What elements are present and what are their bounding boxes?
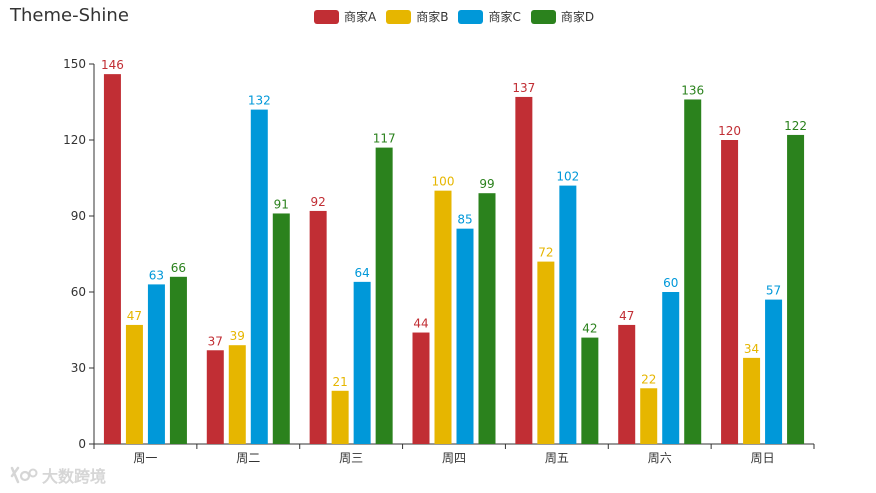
data-label: 42: [582, 322, 597, 336]
bar: [272, 213, 290, 444]
data-label: 34: [744, 342, 759, 356]
x-tick-label: 周一: [133, 451, 157, 465]
data-label: 57: [766, 284, 781, 298]
bar: [375, 147, 393, 444]
bar: [684, 99, 702, 444]
legend-swatch: [314, 9, 339, 24]
legend-label: 商家D: [560, 10, 595, 24]
bar: [147, 284, 165, 444]
x-tick-label: 周五: [545, 451, 569, 465]
bar: [103, 74, 121, 444]
data-label: 63: [149, 268, 164, 282]
data-label: 66: [171, 261, 186, 275]
bar: [478, 193, 496, 444]
kiwi-logo-icon: [10, 466, 38, 484]
bar: [640, 388, 658, 444]
bar: [125, 324, 143, 444]
y-tick-label: 120: [63, 133, 86, 147]
data-label: 72: [538, 246, 553, 260]
y-tick-label: 90: [71, 209, 86, 223]
data-label: 47: [619, 309, 634, 323]
data-label: 64: [355, 266, 370, 280]
bar: [456, 228, 474, 444]
data-label: 22: [641, 372, 656, 386]
legend: 商家A 商家B 商家C 商家D: [314, 8, 604, 25]
data-label: 91: [274, 197, 289, 211]
data-label: 99: [479, 177, 494, 191]
bar: [515, 96, 533, 444]
legend-item[interactable]: 商家C: [458, 8, 521, 25]
bar: [331, 390, 349, 444]
bar: [743, 357, 761, 444]
y-tick-label: 30: [71, 361, 86, 375]
bar: [537, 261, 555, 444]
bar: [559, 185, 577, 444]
watermark: 大数跨境: [8, 463, 106, 487]
watermark-text: 大数跨境: [42, 467, 107, 486]
x-tick-label: 周三: [339, 451, 363, 465]
bar: [169, 276, 187, 444]
chart-title: Theme-Shine: [10, 5, 129, 26]
legend-item[interactable]: 商家B: [386, 8, 448, 25]
bar: [618, 324, 636, 444]
data-label: 132: [248, 94, 271, 108]
bar: [412, 332, 430, 444]
data-label: 137: [512, 81, 535, 95]
data-label: 120: [718, 124, 741, 138]
y-tick-label: 0: [78, 437, 86, 451]
bar: [721, 140, 739, 444]
data-label: 37: [208, 334, 223, 348]
data-label: 122: [784, 119, 807, 133]
data-label: 100: [432, 175, 455, 189]
bar: [309, 210, 327, 444]
legend-label: 商家B: [416, 10, 449, 24]
bar: [353, 281, 371, 444]
bar: [765, 299, 783, 444]
y-tick-label: 150: [63, 57, 86, 71]
y-tick-label: 60: [71, 285, 86, 299]
data-label: 44: [413, 317, 428, 331]
x-tick-label: 周二: [236, 451, 260, 465]
data-label: 92: [311, 195, 326, 209]
x-tick-label: 周日: [751, 451, 775, 465]
data-label: 21: [333, 375, 348, 389]
data-label: 146: [101, 58, 124, 72]
bar: [434, 190, 452, 444]
bar: [662, 292, 680, 444]
data-label: 85: [457, 213, 472, 227]
legend-swatch: [458, 9, 484, 24]
legend-item[interactable]: 商家A: [314, 8, 376, 25]
data-label: 136: [681, 83, 704, 97]
bar: [228, 345, 246, 444]
x-tick-label: 周六: [648, 451, 672, 465]
data-label: 102: [556, 170, 579, 184]
legend-item[interactable]: 商家D: [530, 8, 595, 25]
bar: [250, 109, 268, 444]
data-label: 60: [663, 276, 678, 290]
x-tick-label: 周四: [442, 451, 466, 465]
bar: [581, 337, 599, 444]
bar: [206, 350, 224, 444]
data-label: 47: [127, 309, 142, 323]
bar: [787, 134, 805, 444]
legend-swatch: [530, 9, 556, 24]
data-label: 39: [230, 329, 245, 343]
legend-label: 商家A: [344, 10, 377, 24]
legend-swatch: [386, 9, 412, 24]
data-label: 117: [373, 132, 396, 146]
legend-label: 商家C: [488, 10, 521, 24]
